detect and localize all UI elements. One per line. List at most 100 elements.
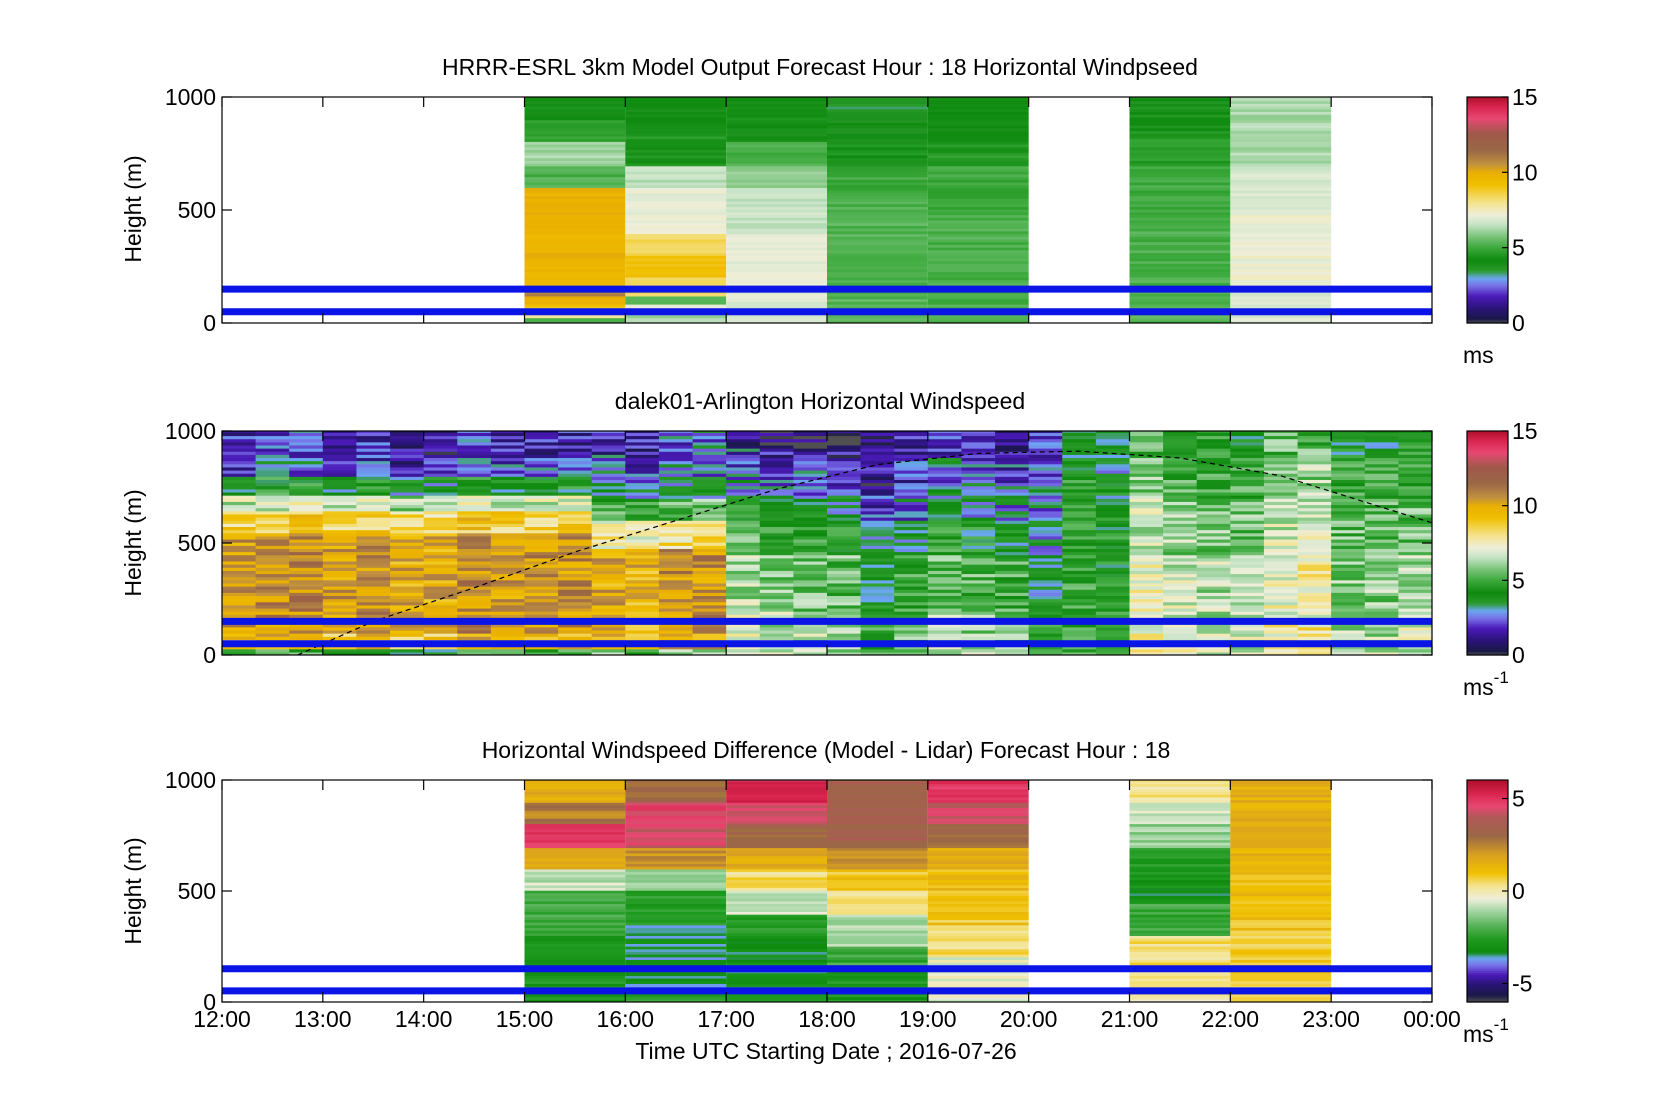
heatmap-cell <box>1129 614 1164 618</box>
heatmap-cell <box>995 582 1030 587</box>
heatmap-cell <box>860 633 895 637</box>
heatmap-cell <box>1297 479 1332 484</box>
heatmap-cell <box>524 906 626 910</box>
heatmap-cell <box>1398 431 1432 433</box>
heatmap-cell <box>356 548 391 553</box>
heatmap-cell <box>894 633 929 637</box>
heatmap-cell <box>1129 176 1231 180</box>
heatmap-cell <box>927 176 1029 180</box>
heatmap-cell <box>1230 595 1265 600</box>
heatmap-cell <box>827 320 928 323</box>
heatmap-cell <box>390 473 425 477</box>
heatmap-cell <box>927 479 962 484</box>
colorbar-swatch <box>1467 170 1508 173</box>
heatmap-cell <box>524 247 626 251</box>
heatmap-cell <box>1230 206 1332 210</box>
heatmap-cell <box>490 545 525 549</box>
heatmap-cell <box>726 222 827 226</box>
heatmap-cell <box>1230 160 1332 164</box>
colorbar-swatch <box>1467 104 1508 108</box>
heatmap-cell <box>726 435 761 440</box>
heatmap-cell <box>255 517 290 521</box>
heatmap-cell <box>692 501 727 506</box>
heatmap-cell <box>1398 645 1432 650</box>
heatmap-cell <box>1297 448 1332 452</box>
heatmap-cell <box>726 444 761 449</box>
heatmap-cell <box>222 517 257 521</box>
heatmap-cell <box>1263 554 1298 559</box>
heatmap-cell <box>457 438 492 443</box>
heatmap-cell <box>1263 460 1298 465</box>
colorbar-swatch <box>1467 578 1508 581</box>
heatmap-cell <box>1364 651 1399 655</box>
colorbar-swatch <box>1467 281 1508 285</box>
heatmap-cell <box>1230 247 1332 251</box>
heatmap-cell <box>1331 573 1366 578</box>
heatmap-cell <box>827 570 862 575</box>
heatmap-cell <box>658 466 693 471</box>
heatmap-cell <box>1398 438 1432 443</box>
heatmap-cell <box>1129 431 1164 433</box>
heatmap-cell <box>222 651 257 655</box>
heatmap-cell <box>927 162 1029 167</box>
heatmap-cell <box>793 629 828 634</box>
heatmap-cell <box>726 473 761 477</box>
heatmap-cell <box>524 535 559 540</box>
heatmap-cell <box>1230 125 1332 129</box>
heatmap-cell <box>524 983 626 987</box>
heatmap-cell <box>255 473 290 477</box>
heatmap-cell <box>490 595 525 600</box>
heatmap-cell <box>726 463 761 468</box>
heatmap-cell <box>591 592 626 597</box>
heatmap-cell <box>625 903 727 907</box>
heatmap-cell <box>1095 570 1130 575</box>
heatmap-cell <box>827 579 862 584</box>
heatmap-cell <box>658 535 693 540</box>
heatmap-cell <box>1230 97 1332 99</box>
heatmap-cell <box>1095 498 1130 502</box>
heatmap-cell <box>625 507 660 512</box>
heatmap-cell <box>524 141 626 145</box>
heatmap-cell <box>927 879 1029 883</box>
heatmap-cell <box>726 860 827 865</box>
heatmap-cell <box>927 601 962 606</box>
heatmap-cell <box>1196 573 1231 578</box>
colorbar-swatch <box>1467 98 1508 102</box>
heatmap-cell <box>423 451 458 455</box>
heatmap-cell <box>390 589 425 593</box>
heatmap-cell <box>625 879 727 883</box>
heatmap-cell <box>524 228 626 232</box>
heatmap-cell <box>1230 301 1332 305</box>
heatmap-cell <box>961 651 996 655</box>
heatmap-cell <box>524 304 626 308</box>
heatmap-cell <box>1129 794 1231 798</box>
heatmap-cell <box>558 570 593 575</box>
heatmap-cell <box>827 892 928 897</box>
heatmap-cell <box>457 504 492 509</box>
heatmap-cell <box>692 598 727 603</box>
heatmap-cell <box>1129 783 1231 787</box>
heatmap-cell <box>524 192 626 197</box>
heatmap-cell <box>894 441 929 446</box>
heatmap-cell <box>1129 623 1164 628</box>
heatmap-cell <box>255 466 290 471</box>
heatmap-cell <box>356 589 391 593</box>
colorbar-swatch <box>1467 238 1508 241</box>
heatmap-cell <box>726 293 827 297</box>
heatmap-cell <box>1196 498 1231 502</box>
heatmap-cell <box>995 441 1030 446</box>
heatmap-cell <box>457 611 492 615</box>
heatmap-cell <box>1196 513 1231 518</box>
heatmap-cell <box>1129 564 1164 568</box>
heatmap-cell <box>558 614 593 618</box>
heatmap-cell <box>726 954 827 958</box>
heatmap-cell <box>1230 866 1332 870</box>
heatmap-cell <box>322 560 357 565</box>
heatmap-cell <box>692 645 727 650</box>
colorbar-swatch <box>1467 102 1508 106</box>
heatmap-cell <box>759 510 794 515</box>
heatmap-cell <box>1095 507 1130 512</box>
heatmap-cell <box>625 135 727 140</box>
heatmap-cell <box>793 623 828 628</box>
heatmap-cell <box>1297 545 1332 549</box>
